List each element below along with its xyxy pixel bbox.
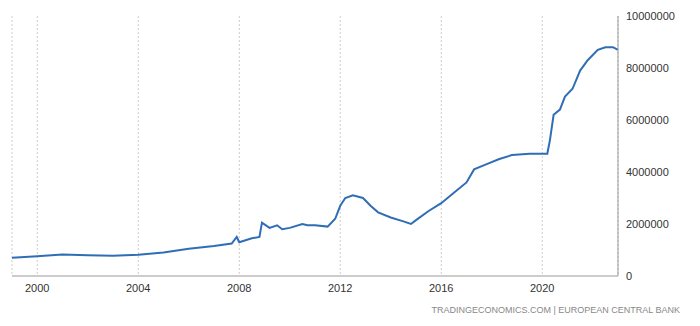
svg-text:6000000: 6000000: [626, 114, 669, 126]
svg-text:2016: 2016: [429, 282, 453, 294]
html-text:TRADINGECONOMICS.COM | EUROPEA: TRADINGECONOMICS.COM | EUROPEAN CENTRAL …: [431, 305, 680, 315]
svg-text:0: 0: [626, 270, 632, 282]
svg-text:2000: 2000: [25, 282, 49, 294]
svg-text:2012: 2012: [328, 282, 352, 294]
svg-text:2008: 2008: [227, 282, 251, 294]
svg-text:10000000: 10000000: [626, 10, 675, 22]
svg-text:2000000: 2000000: [626, 218, 669, 230]
svg-text:8000000: 8000000: [626, 62, 669, 74]
svg-text:4000000: 4000000: [626, 166, 669, 178]
svg-text:2004: 2004: [126, 282, 150, 294]
svg-text:2020: 2020: [530, 282, 554, 294]
